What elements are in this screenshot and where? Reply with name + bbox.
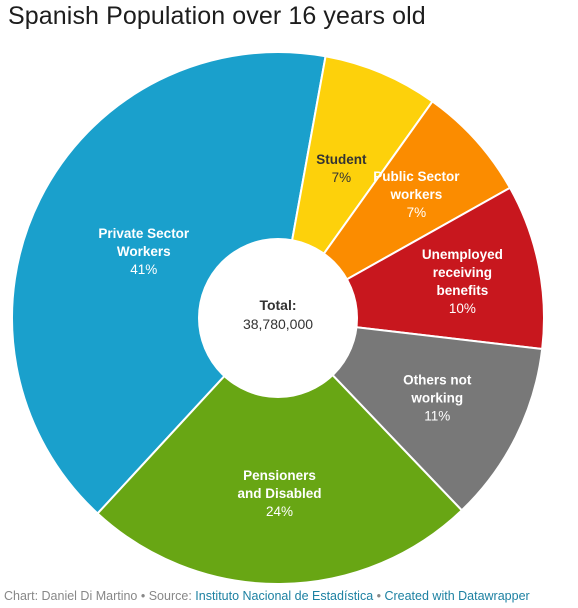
footer-source-link[interactable]: Instituto Nacional de Estadística xyxy=(195,589,374,603)
slice-percent: 11% xyxy=(424,408,450,423)
slice-label-3: Unemployed receiving benefits 10% xyxy=(422,247,503,316)
slice-label-2: Public Sector workers 7% xyxy=(373,169,460,220)
donut-slices xyxy=(11,51,545,585)
slice-label-4: Others not working 11% xyxy=(403,372,472,423)
slice-name-line: Public Sector xyxy=(373,169,460,184)
chart-title: Spanish Population over 16 years old xyxy=(8,2,426,30)
slice-name-line: receiving xyxy=(433,265,492,280)
footer-source-prefix: • Source: xyxy=(137,589,196,603)
slice-label-1: Student 7% xyxy=(316,152,367,185)
footer-datawrapper-link[interactable]: Created with Datawrapper xyxy=(384,589,530,603)
slice-5[interactable] xyxy=(96,316,464,585)
chart-footer: Chart: Daniel Di Martino • Source: Insti… xyxy=(4,589,530,603)
slice-label-5: Pensioners and Disabled 24% xyxy=(237,468,321,519)
slice-name-line: Private Sector xyxy=(98,226,190,241)
slice-label-0: Private Sector Workers 41% xyxy=(98,226,190,277)
slice-name-line: benefits xyxy=(437,283,489,298)
slice-percent: 7% xyxy=(332,170,352,185)
slice-name-line: working xyxy=(410,390,463,405)
slice-name-line: Workers xyxy=(117,244,171,259)
slice-name-line: workers xyxy=(390,187,443,202)
slice-name-line: Pensioners xyxy=(243,468,316,483)
donut-hole xyxy=(198,238,358,398)
slice-name-line: Unemployed xyxy=(422,247,503,262)
slice-name-line: Others not xyxy=(403,372,472,387)
slice-0[interactable] xyxy=(11,51,327,515)
slice-name-line: and Disabled xyxy=(237,486,321,501)
slice-percent: 7% xyxy=(407,205,427,220)
slice-4[interactable] xyxy=(275,316,544,512)
center-total-value: 38,780,000 xyxy=(243,316,313,332)
footer-chart-prefix: Chart: xyxy=(4,589,42,603)
slice-labels: Private Sector Workers 41%Student 7% Public … xyxy=(98,152,503,519)
slice-percent: 24% xyxy=(266,504,293,519)
slice-percent: 41% xyxy=(130,262,157,277)
center-total-label: Total: xyxy=(259,297,296,313)
footer-author: Daniel Di Martino xyxy=(41,589,138,603)
slice-name-line: Student xyxy=(316,152,367,167)
footer-separator: • xyxy=(373,589,385,603)
slice-percent: 10% xyxy=(449,301,476,316)
